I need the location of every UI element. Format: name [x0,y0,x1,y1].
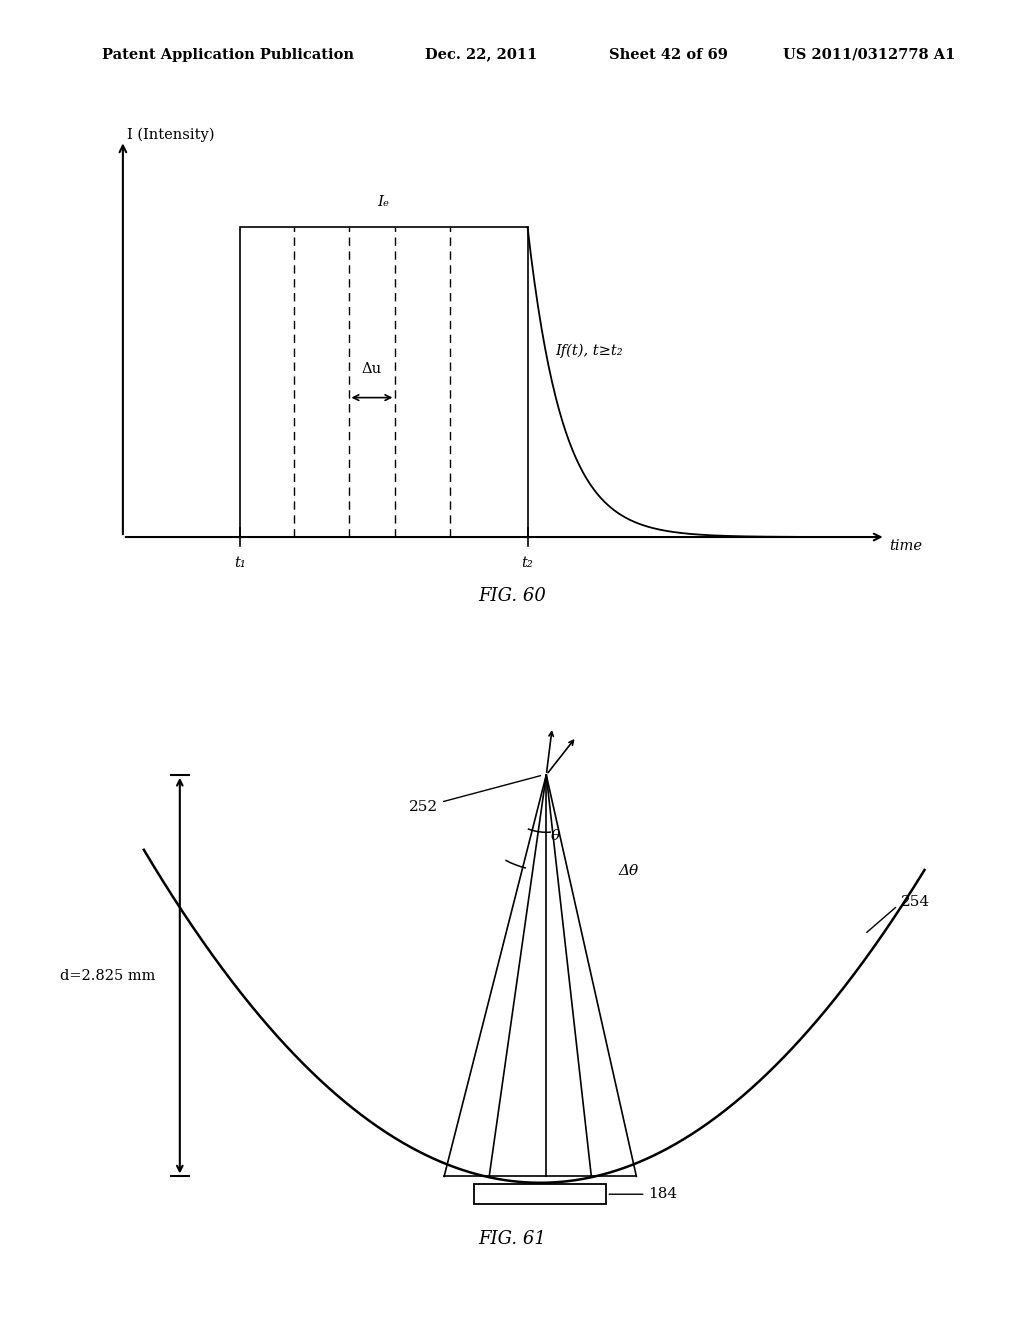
Text: t₁: t₁ [233,556,246,570]
Text: Δu: Δu [361,362,382,376]
Text: Iₑ: Iₑ [378,194,389,209]
Text: If(t), t≥t₂: If(t), t≥t₂ [555,345,623,358]
Text: I (Intensity): I (Intensity) [127,128,214,143]
Text: US 2011/0312778 A1: US 2011/0312778 A1 [783,48,955,62]
Bar [474,1184,606,1204]
Text: Sheet 42 of 69: Sheet 42 of 69 [609,48,728,62]
Text: time: time [890,540,923,553]
Text: Δθ: Δθ [618,865,639,878]
Text: 254: 254 [901,895,930,909]
Text: 252: 252 [409,776,541,814]
Text: 184: 184 [609,1187,678,1201]
Text: Patent Application Publication: Patent Application Publication [102,48,354,62]
Text: FIG. 61: FIG. 61 [478,1230,546,1249]
Text: Dec. 22, 2011: Dec. 22, 2011 [425,48,538,62]
Text: t₂: t₂ [521,556,534,570]
Bar [240,227,527,537]
Text: FIG. 60: FIG. 60 [478,587,546,606]
Text: d=2.825 mm: d=2.825 mm [60,969,156,982]
Text: θ: θ [551,829,560,843]
